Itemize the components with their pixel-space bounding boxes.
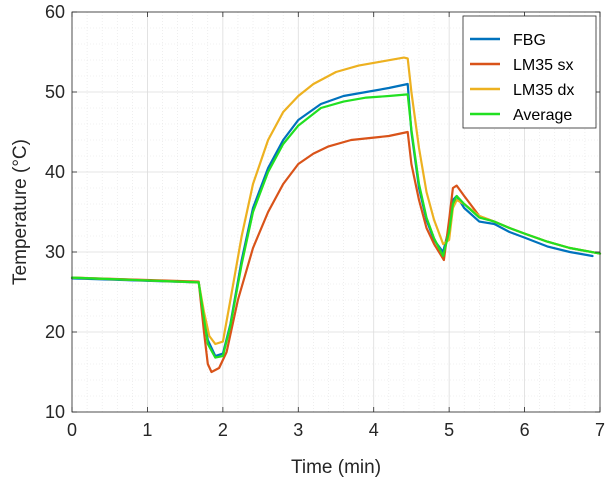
- y-tick-label: 40: [45, 162, 65, 182]
- y-axis-title: Temperature (°C): [10, 139, 31, 285]
- x-tick-label: 7: [595, 420, 605, 440]
- x-tick-label: 6: [520, 420, 530, 440]
- legend-label-lm35-sx: LM35 sx: [513, 57, 573, 74]
- x-tick-label: 3: [293, 420, 303, 440]
- legend: FBG LM35 sx LM35 dx Average: [462, 15, 597, 129]
- y-tick-label: 20: [45, 322, 65, 342]
- ticks: [71, 11, 601, 413]
- x-axis-title: Time (min): [291, 457, 381, 478]
- x-tick-label: 5: [444, 420, 454, 440]
- y-tick-label: 50: [45, 82, 65, 102]
- x-tick-label: 1: [142, 420, 152, 440]
- plot-frame: [71, 11, 601, 413]
- x-tick-label: 4: [369, 420, 379, 440]
- series-layer: [70, 56, 602, 374]
- series-line-average: [70, 93, 602, 359]
- x-tick-label: 0: [67, 420, 77, 440]
- y-tick-label: 10: [45, 402, 65, 422]
- grid: [71, 11, 601, 413]
- legend-box: [462, 15, 597, 129]
- legend-label-fbg: FBG: [513, 32, 546, 49]
- x-tick-label: 2: [218, 420, 228, 440]
- legend-label-average: Average: [513, 107, 572, 124]
- tick-labels: 0 1 2 3 4 5 6 7 10 20 30 40 50 60: [45, 2, 605, 440]
- y-tick-label: 60: [45, 2, 65, 22]
- y-tick-label: 30: [45, 242, 65, 262]
- legend-label-lm35-dx: LM35 dx: [513, 82, 574, 99]
